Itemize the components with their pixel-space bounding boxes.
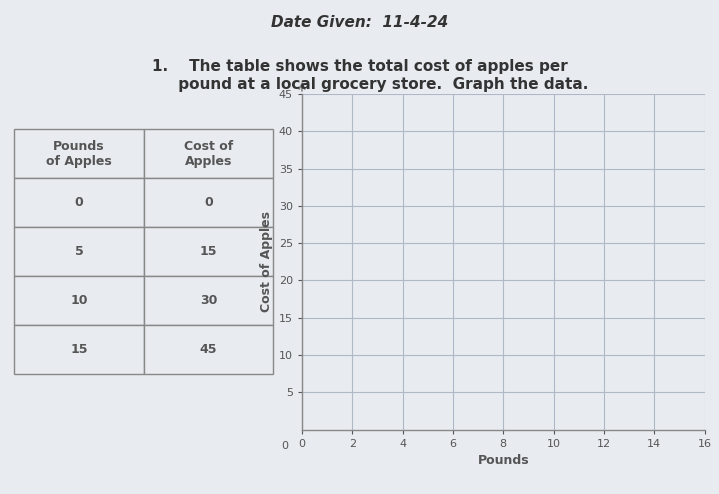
Y-axis label: Cost of Apples: Cost of Apples [260, 211, 273, 312]
X-axis label: Pounds: Pounds [477, 454, 529, 467]
Text: 1.    The table shows the total cost of apples per
         pound at a local gro: 1. The table shows the total cost of app… [131, 59, 588, 92]
Text: Date Given:  11-4-24: Date Given: 11-4-24 [271, 15, 448, 30]
Text: 0: 0 [281, 441, 288, 451]
